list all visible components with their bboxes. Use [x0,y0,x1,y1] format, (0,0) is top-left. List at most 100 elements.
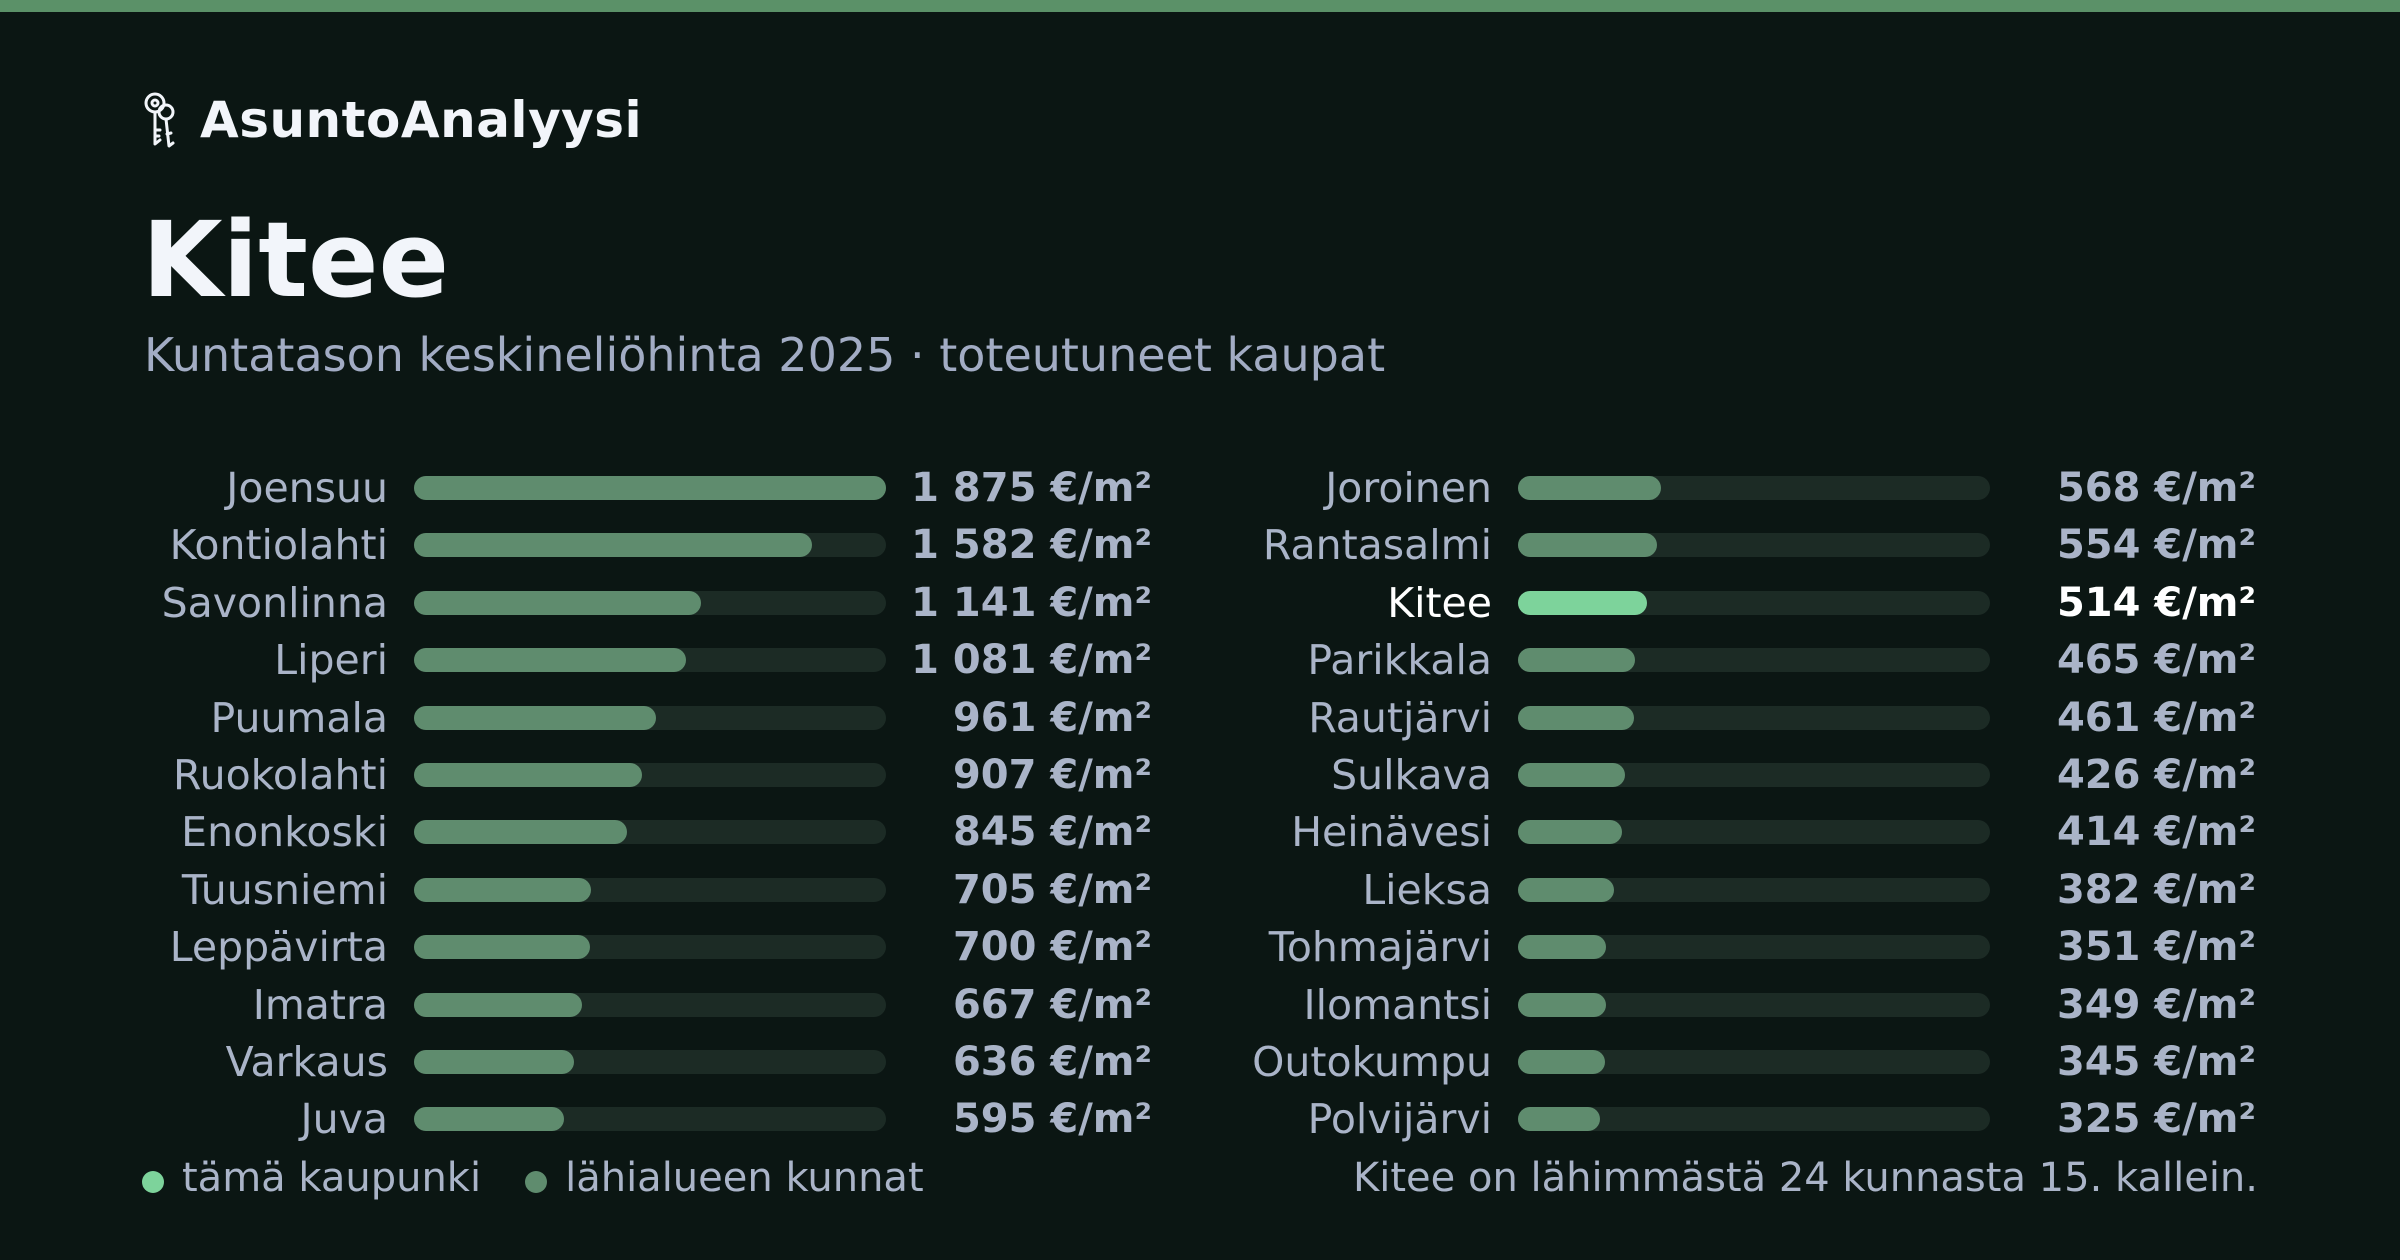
bar [1518,1107,1600,1132]
bar-label: Enonkoski [181,808,388,857]
bar-value-label: 1 141 €/m² [911,579,1152,626]
bar-track [1518,648,1990,673]
bar-value-label: 705 €/m² [952,866,1152,913]
bar-value-label: 1 081 €/m² [911,637,1152,684]
bar [414,820,627,845]
bar [414,648,686,673]
bar-value-label: 636 €/m² [952,1039,1152,1085]
bar-track [1518,533,1990,558]
bar-value-label: 349 €/m² [2056,981,2256,1028]
bar-track [1518,705,1990,730]
bar [1518,590,1647,615]
bar-track [414,992,886,1017]
bar-label: Sulkava [1331,751,1492,799]
bar-value-label: 461 €/m² [2056,694,2256,741]
bar-label: Outokumpu [1252,1038,1492,1086]
bar-label: Rautjärvi [1308,693,1492,742]
bar-value-label: 382 €/m² [2056,866,2256,913]
bar-track [414,705,886,730]
legend-dot-highlight [142,1171,164,1193]
bar-track [414,1050,886,1074]
legend-dot-default [525,1171,548,1193]
legend-item-nearby: lähialueen kunnat [525,1155,924,1201]
bar-track [414,590,886,615]
bar [1518,877,1614,902]
bar-label: Juva [300,1095,388,1144]
bar [1518,476,1661,500]
bar-value-label: 426 €/m² [2056,752,2256,798]
bar [414,1107,564,1132]
bar [414,533,812,558]
bar-value-label: 961 €/m² [952,694,1152,741]
brand: AsuntoAnalyysi [142,88,642,152]
bar-track [414,533,886,558]
bar-label: Kitee [1387,578,1492,627]
bar [414,935,590,960]
bar-label: Tuusniemi [181,865,388,914]
bar-track [414,820,886,845]
bar [1518,1050,1605,1074]
bar-value-label: 907 €/m² [952,752,1152,798]
bar-value-label: 700 €/m² [952,924,1152,971]
keys-icon [144,92,175,148]
bar-track [414,648,886,673]
bar-track [1518,590,1990,615]
bar-value-label: 325 €/m² [2056,1096,2256,1143]
bar [414,476,886,500]
bar-label: Heinävesi [1291,808,1492,857]
bar-track [1518,1107,1990,1132]
bar-label: Ruokolahti [172,751,388,799]
bar-value-label: 667 €/m² [952,981,1152,1028]
bar-value-label: 414 €/m² [2056,809,2256,856]
bar-label: Savonlinna [161,578,388,627]
legend-label-this-city: tämä kaupunki [182,1155,482,1201]
bar-track [414,476,886,500]
bar-value-label: 568 €/m² [2056,465,2256,511]
bar-label: Ilomantsi [1303,980,1492,1029]
bar-value-label: 514 €/m² [2056,579,2256,626]
bar-track [1518,476,1990,500]
bar-label: Rantasalmi [1262,521,1492,570]
bar-value-label: 1 875 €/m² [911,465,1152,511]
bar [1518,935,1606,960]
bar-track [414,1107,886,1132]
bar [414,992,582,1017]
bar-value-label: 351 €/m² [2056,924,2256,971]
bar-track [1518,877,1990,902]
bar [414,877,591,902]
bar [1518,820,1622,845]
bar-label: Varkaus [225,1038,388,1086]
bar [1518,763,1625,787]
bar [414,705,656,730]
bar-label: Puumala [210,693,388,742]
bar-value-label: 1 582 €/m² [911,522,1152,569]
bar [414,1050,574,1074]
rank-note: Kitee on lähimmästä 24 kunnasta 15. kall… [1353,1155,2258,1201]
legend-label-nearby: lähialueen kunnat [565,1155,924,1201]
bar-label: Kontiolahti [169,521,388,570]
page-title: Kitee [142,199,450,321]
top-accent-stripe [0,0,2400,12]
bar-track [1518,763,1990,787]
bar [414,763,642,787]
bar [1518,648,1635,673]
bar-label: Polvijärvi [1307,1095,1492,1144]
page-subtitle: Kuntatason keskineliöhinta 2025 · toteut… [144,328,1386,382]
bar-track [1518,1050,1990,1074]
bar-label: Leppävirta [169,923,388,972]
brand-name: AsuntoAnalyysi [200,91,643,149]
bar [1518,992,1606,1017]
bar-track [414,763,886,787]
bar-value-label: 465 €/m² [2056,637,2256,684]
legend-item-this-city: tämä kaupunki [142,1155,481,1201]
bar-label: Tohmajärvi [1268,923,1492,972]
bar-label: Lieksa [1362,865,1492,914]
bar [1518,533,1657,558]
bar-track [414,877,886,902]
bar-track [1518,992,1990,1017]
bar-label: Parikkala [1307,636,1492,685]
bar-track [1518,935,1990,960]
bar-label: Imatra [252,980,388,1029]
bar-label: Joensuu [226,464,388,512]
bar-track [414,935,886,960]
